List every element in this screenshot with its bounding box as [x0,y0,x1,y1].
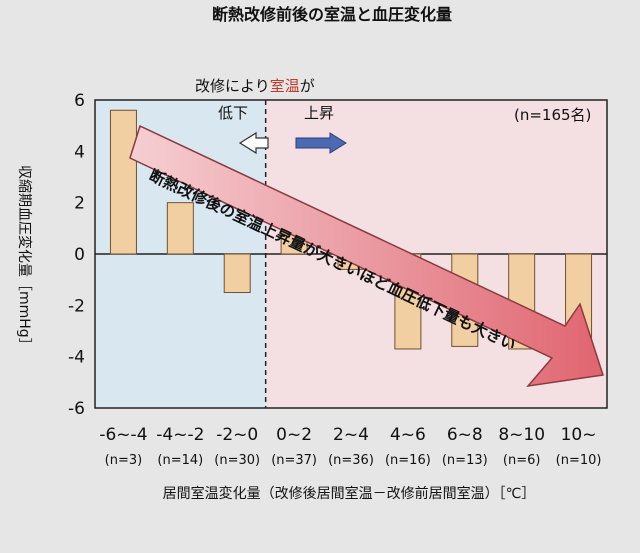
x-count-label: (n=13) [442,453,488,468]
decrease-label: 低下 [218,104,248,122]
plot-frame [94,99,608,409]
sample-size-label: (n=165名) [514,106,591,124]
x-axis-label: 居間室温変化量（改修後居間室温－改修前居間室温）［℃］ [163,485,536,502]
x-tick-label: -6~-4 [99,425,147,445]
y-tick-label: 0 [74,245,85,265]
x-count-label: (n=3) [105,453,143,468]
x-count-label: (n=36) [328,453,374,468]
y-axis-ticks: 6 4 2 0 -2 -4 -6 [68,91,85,419]
x-tick-label: 4~6 [390,425,426,445]
x-count-label: (n=6) [503,453,541,468]
trend-arrow [129,124,604,388]
y-tick-label: -4 [68,348,85,368]
left-arrow-icon [238,131,269,155]
x-tick-label: 10~ [561,425,597,445]
chart-title: 断熱改修前後の室温と血圧変化量 [212,5,452,24]
x-tick-label: 0~2 [276,425,312,445]
x-count-label: (n=10) [556,453,602,468]
x-count-label: (n=37) [271,453,317,468]
header-text-c: が [300,77,315,95]
header-text-a: 改修により [195,77,270,95]
header-text-b: 室温 [270,77,300,95]
x-count-label: (n=30) [214,453,260,468]
x-count-label: (n=16) [385,453,431,468]
x-tick-label: -2~0 [216,425,258,445]
bar-2 [223,253,251,293]
y-tick-label: -2 [68,296,85,316]
y-tick-label: 4 [74,142,85,162]
right-arrow-icon [295,132,347,154]
y-axis-label: 収縮期血圧変化量［mmHg］ [16,165,33,352]
y-tick-label: 6 [74,91,85,111]
x-axis-ticks: -6~-4 (n=3) -4~-2 (n=14) -2~0 (n=30) 0~2 (n=37)… [99,425,601,468]
bar-0 [109,109,137,255]
bar-1 [166,202,194,255]
x-tick-label: 8~10 [498,425,545,445]
increase-label: 上昇 [304,104,334,122]
header-annotation: 改修により室温が [195,77,315,95]
y-tick-label: -6 [68,399,85,419]
y-tick-label: 2 [74,194,85,214]
x-tick-label: 6~8 [447,425,483,445]
x-tick-label: -4~-2 [156,425,204,445]
x-count-label: (n=14) [157,453,203,468]
x-tick-label: 2~4 [333,425,369,445]
